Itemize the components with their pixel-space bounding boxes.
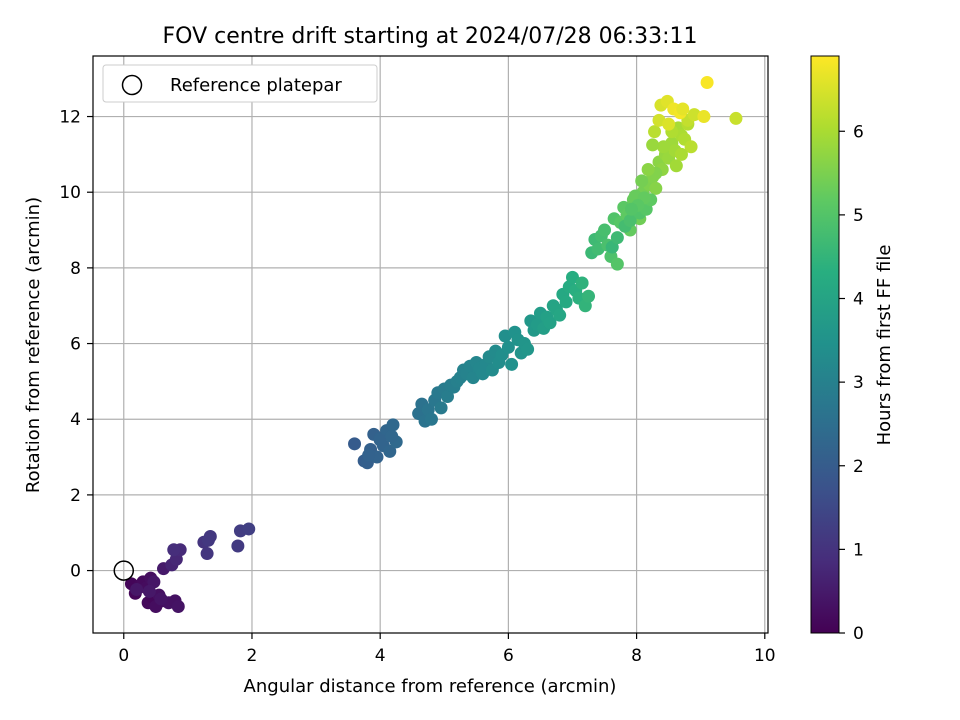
legend-box [102, 64, 378, 103]
data-point [729, 111, 743, 125]
data-point [559, 295, 573, 309]
y-ticks: 0 2 4 6 8 10 12 [59, 108, 93, 582]
data-points [124, 75, 743, 614]
colorbar: 0 1 2 3 4 5 6 Hours from first FF file [810, 55, 895, 644]
x-tick-label: 2 [247, 646, 258, 666]
data-point [582, 289, 596, 303]
x-axis-label: Angular distance from reference (arcmin) [244, 676, 617, 697]
colorbar-ticks: 0 1 2 3 4 5 6 [839, 122, 864, 644]
data-point [154, 592, 168, 606]
data-point [362, 448, 376, 462]
colorbar-tick-label: 1 [853, 540, 864, 560]
data-point [684, 140, 698, 154]
data-point [385, 429, 399, 443]
data-point [674, 147, 688, 161]
data-point [657, 140, 671, 154]
data-point [373, 433, 387, 447]
x-tick-label: 0 [118, 646, 129, 666]
y-tick-label: 10 [59, 183, 81, 203]
legend-label: Reference platepar [170, 75, 342, 96]
data-point [521, 342, 535, 356]
colorbar-tick-label: 5 [853, 206, 864, 226]
data-point [505, 357, 519, 371]
data-point [553, 308, 567, 322]
data-point [623, 214, 637, 228]
data-point [201, 533, 215, 547]
reference-marker [113, 560, 135, 581]
y-tick-label: 2 [70, 486, 81, 506]
data-point [383, 444, 397, 458]
legend: Reference platepar [102, 64, 378, 103]
data-point [697, 110, 711, 124]
x-tick-label: 10 [754, 646, 776, 666]
x-tick-label: 6 [503, 646, 514, 666]
data-point [662, 117, 676, 131]
colorbar-label: Hours from first FF file [874, 245, 895, 446]
colorbar-tick-label: 3 [853, 373, 864, 393]
data-point [700, 75, 714, 89]
data-point [610, 231, 624, 245]
plot-frame [92, 55, 769, 634]
data-point [649, 181, 663, 195]
x-tick-label: 8 [631, 646, 642, 666]
data-point [598, 223, 612, 237]
data-point [171, 600, 185, 614]
legend-marker-icon [121, 74, 143, 96]
data-point [440, 390, 454, 404]
data-point [501, 340, 515, 354]
y-tick-label: 4 [70, 410, 81, 430]
data-point [543, 316, 557, 330]
data-point [348, 437, 362, 451]
colorbar-tick-label: 4 [853, 290, 864, 310]
data-point [386, 418, 400, 432]
y-axis-label: Rotation from reference (arcmin) [23, 197, 44, 493]
data-point [434, 401, 448, 415]
x-tick-label: 4 [375, 646, 386, 666]
colorbar-tick-label: 2 [853, 457, 864, 477]
data-point [231, 539, 245, 553]
data-point [242, 522, 256, 536]
y-tick-label: 6 [70, 335, 81, 355]
reference-point [113, 560, 135, 581]
y-tick-label: 0 [70, 562, 81, 582]
colorbar-tick-label: 0 [853, 624, 864, 644]
data-point [624, 202, 638, 216]
data-point [130, 582, 144, 596]
data-point [635, 174, 649, 188]
data-point [687, 108, 701, 122]
y-tick-label: 12 [59, 108, 81, 128]
data-point [167, 543, 181, 557]
data-point [641, 163, 655, 177]
data-point [676, 102, 690, 116]
data-point [610, 257, 624, 271]
data-point [200, 547, 214, 561]
colorbar-gradient [810, 55, 840, 634]
colorbar-tick-label: 6 [853, 122, 864, 142]
chart-title: FOV centre drift starting at 2024/07/28 … [163, 24, 698, 49]
x-ticks: 0 2 4 6 8 10 [118, 633, 776, 666]
y-tick-label: 8 [70, 259, 81, 279]
data-point [575, 276, 589, 290]
data-point [142, 584, 156, 598]
data-point [669, 159, 683, 173]
data-point [646, 138, 660, 152]
data-point [424, 412, 438, 426]
data-point [648, 125, 662, 139]
data-point [565, 270, 579, 284]
